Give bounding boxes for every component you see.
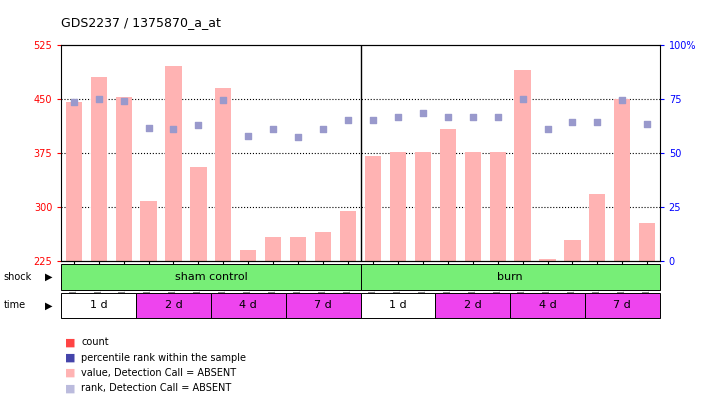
Bar [240,250,257,261]
Text: percentile rank within the sample: percentile rank within the sample [81,353,247,362]
Bar [639,223,655,261]
Bar [365,156,381,261]
Text: count: count [81,337,109,347]
Text: 1 d: 1 d [90,301,107,310]
Bar [390,152,406,261]
Bar [61,293,136,318]
Bar [490,152,505,261]
Point [467,113,479,120]
Bar [61,264,360,290]
Bar [290,237,306,261]
Bar [565,240,580,261]
Point [218,97,229,103]
Point [68,99,79,106]
Point [592,119,603,125]
Text: shock: shock [4,272,32,282]
Point [367,117,379,124]
Text: ■: ■ [65,337,76,347]
Text: 2 d: 2 d [464,301,482,310]
Text: 4 d: 4 d [539,301,557,310]
Text: GDS2237 / 1375870_a_at: GDS2237 / 1375870_a_at [61,16,221,29]
Bar [66,102,82,261]
Point [517,96,528,102]
Point [193,122,204,129]
Text: ■: ■ [65,368,76,378]
Text: time: time [4,301,26,310]
Text: 1 d: 1 d [389,301,407,310]
Bar [415,152,431,261]
Bar [510,293,585,318]
Point [417,110,428,116]
Bar [515,70,531,261]
Bar [211,293,286,318]
Point [442,113,454,120]
Text: ▶: ▶ [45,272,53,282]
Text: rank, Detection Call = ABSENT: rank, Detection Call = ABSENT [81,384,231,393]
Text: value, Detection Call = ABSENT: value, Detection Call = ABSENT [81,368,236,378]
Point [118,98,129,104]
Point [242,133,254,139]
Point [143,124,154,131]
Bar [464,152,481,261]
Text: 4 d: 4 d [239,301,257,310]
Bar [435,293,510,318]
Point [541,126,553,132]
Bar [136,293,211,318]
Bar [115,96,132,261]
Bar [539,259,556,261]
Bar [340,211,356,261]
Bar [315,232,331,261]
Point [642,121,653,127]
Text: ■: ■ [65,353,76,362]
Bar [286,293,360,318]
Bar [360,264,660,290]
Point [293,134,304,140]
Text: ■: ■ [65,384,76,393]
Point [392,113,404,120]
Text: ▶: ▶ [45,301,53,310]
Point [317,126,329,132]
Bar [614,99,630,261]
Bar [141,201,156,261]
Bar [360,293,435,318]
Point [168,126,180,132]
Point [342,117,354,124]
Text: 7 d: 7 d [614,301,631,310]
Point [93,96,105,102]
Text: sham control: sham control [174,272,247,282]
Point [267,126,279,132]
Point [567,119,578,125]
Bar [440,129,456,261]
Bar [190,167,206,261]
Bar [589,194,606,261]
Bar [165,66,182,261]
Point [616,97,628,103]
Text: burn: burn [497,272,523,282]
Point [492,113,503,120]
Bar [91,77,107,261]
Text: 2 d: 2 d [164,301,182,310]
Bar [216,88,231,261]
Text: 7 d: 7 d [314,301,332,310]
Bar [585,293,660,318]
Bar [265,237,281,261]
